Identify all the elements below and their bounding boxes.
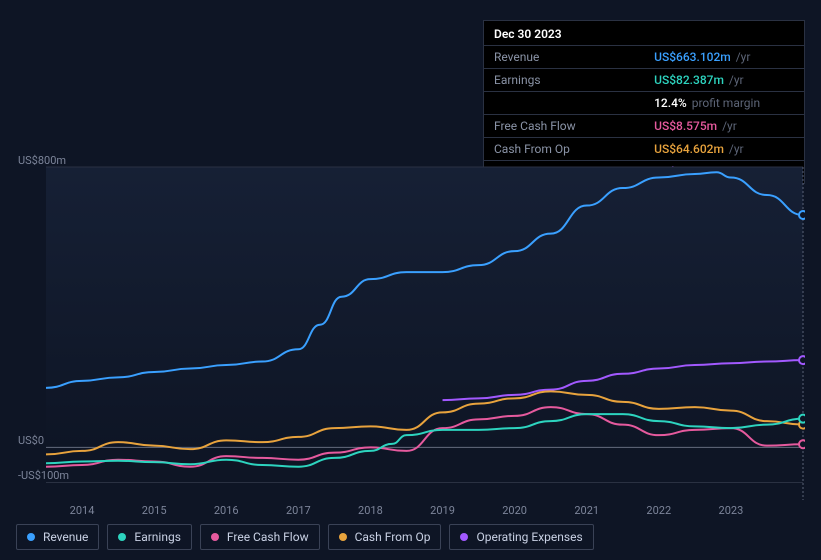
legend-label: Revenue [43,530,88,544]
x-axis-label: 2017 [286,504,311,517]
tooltip-row-label: Revenue [484,46,644,69]
legend-item[interactable]: Operating Expenses [449,524,593,550]
tooltip-row-value: US$8.575m /yr [644,115,804,138]
legend-item[interactable]: Cash From Op [328,524,442,550]
legend-label: Operating Expenses [476,530,582,544]
tooltip-row-label: Free Cash Flow [484,115,644,138]
legend-item[interactable]: Revenue [16,524,99,550]
legend-item[interactable]: Earnings [107,524,192,550]
chart-area: US$800m US$0 -US$100m 2014 2015 2016 2017 2018… [16,155,805,520]
legend-dot-icon [118,533,126,541]
legend-dot-icon [460,533,468,541]
x-axis-labels: 2014 2015 2016 2017 2018 2019 2020 2021 2022 2023 [16,504,805,520]
legend-dot-icon [339,533,347,541]
x-axis-label: 2019 [430,504,455,517]
legend-label: Cash From Op [355,530,431,544]
tooltip-row-value: US$663.102m /yr [644,46,804,69]
x-axis-label: 2014 [70,504,95,517]
x-axis-label: 2021 [574,504,599,517]
y-axis-label: -US$100m [18,469,69,482]
tooltip-row-label [484,92,644,115]
y-axis-label: US$0 [18,434,44,447]
x-axis-label: 2023 [719,504,744,517]
chart-legend: Revenue Earnings Free Cash Flow Cash From O… [16,524,594,550]
line-chart-svg [16,155,805,520]
x-axis-label: 2022 [646,504,671,517]
tooltip-row-label: Earnings [484,69,644,92]
y-axis-label: US$800m [18,154,66,167]
tooltip-row-value: 12.4% profit margin [644,92,804,115]
tooltip-title: Dec 30 2023 [484,21,804,45]
legend-item[interactable]: Free Cash Flow [200,524,320,550]
tooltip-row-value: US$82.387m /yr [644,69,804,92]
x-axis-label: 2015 [142,504,167,517]
x-axis-label: 2016 [214,504,239,517]
legend-label: Earnings [134,530,181,544]
legend-dot-icon [211,533,219,541]
x-axis-label: 2018 [358,504,383,517]
legend-label: Free Cash Flow [227,530,309,544]
legend-dot-icon [27,533,35,541]
x-axis-label: 2020 [502,504,527,517]
